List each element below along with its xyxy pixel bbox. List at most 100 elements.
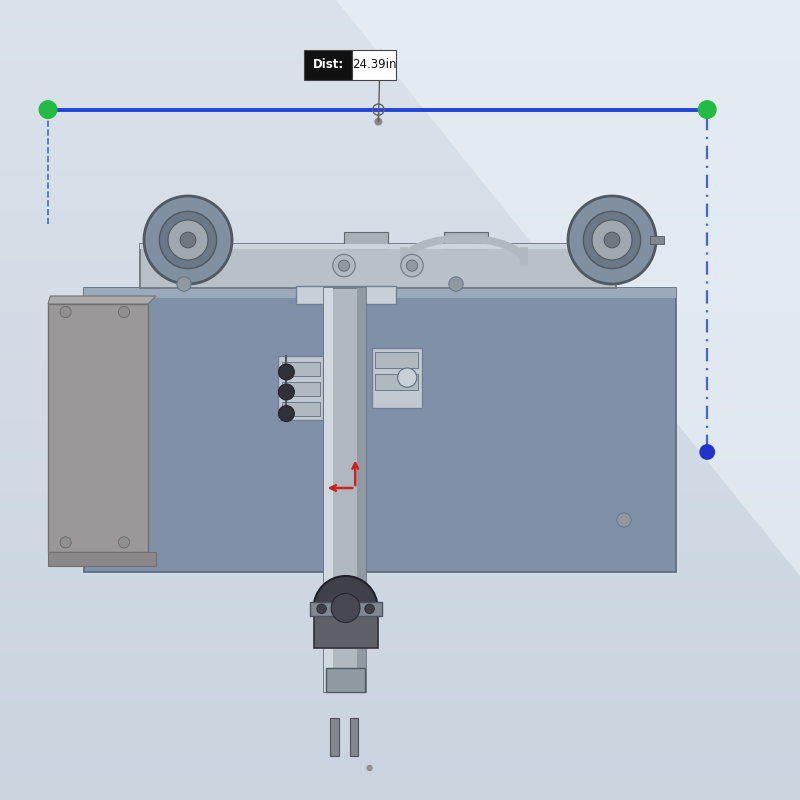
Bar xyxy=(0,40,800,50)
Bar xyxy=(0,230,800,240)
Circle shape xyxy=(592,220,632,260)
Bar xyxy=(0,100,800,110)
Bar xyxy=(352,50,396,80)
Circle shape xyxy=(401,254,423,277)
Polygon shape xyxy=(84,288,676,572)
Bar xyxy=(0,690,800,700)
Circle shape xyxy=(617,513,631,527)
Bar xyxy=(0,0,800,10)
Bar xyxy=(0,510,800,520)
Bar xyxy=(282,382,320,396)
Bar xyxy=(0,150,800,160)
Bar xyxy=(0,290,800,300)
Bar xyxy=(0,570,800,580)
Bar xyxy=(0,20,800,30)
Bar xyxy=(0,310,800,320)
Circle shape xyxy=(118,306,130,318)
Bar xyxy=(314,616,378,648)
Bar xyxy=(375,374,418,390)
Bar xyxy=(358,288,366,692)
Bar xyxy=(0,530,800,540)
Circle shape xyxy=(338,260,350,271)
Bar xyxy=(156,232,200,248)
Bar xyxy=(372,348,422,408)
Bar xyxy=(0,340,800,350)
Circle shape xyxy=(374,118,382,126)
Bar xyxy=(324,288,333,692)
Circle shape xyxy=(365,604,374,614)
Bar xyxy=(0,610,800,620)
Circle shape xyxy=(180,232,196,248)
Bar xyxy=(0,280,800,290)
Bar xyxy=(0,450,800,460)
Bar xyxy=(0,60,800,70)
Bar xyxy=(0,220,800,230)
Bar xyxy=(0,160,800,170)
Circle shape xyxy=(317,604,326,614)
Bar xyxy=(0,640,800,650)
Circle shape xyxy=(449,277,463,291)
Circle shape xyxy=(406,260,418,271)
Bar xyxy=(0,120,800,130)
Bar xyxy=(0,240,800,250)
Bar xyxy=(0,70,800,80)
Bar xyxy=(0,420,800,430)
Bar xyxy=(0,540,800,550)
Bar xyxy=(140,244,616,249)
Bar xyxy=(0,270,800,280)
Bar xyxy=(0,250,800,260)
Bar xyxy=(0,430,800,440)
Bar xyxy=(0,630,800,640)
Bar xyxy=(0,320,800,330)
Circle shape xyxy=(604,232,620,248)
Bar xyxy=(0,520,800,530)
Bar xyxy=(0,580,800,590)
Bar xyxy=(0,490,800,500)
Polygon shape xyxy=(336,0,800,576)
Bar xyxy=(0,170,800,180)
Bar xyxy=(0,390,800,400)
Bar xyxy=(0,210,800,220)
Bar xyxy=(0,480,800,490)
Bar xyxy=(0,760,800,770)
Bar xyxy=(0,660,800,670)
Bar xyxy=(0,460,800,470)
Bar xyxy=(296,286,396,304)
Bar xyxy=(0,650,800,660)
Bar xyxy=(344,232,388,248)
Bar xyxy=(350,718,358,756)
Bar xyxy=(0,470,800,480)
Bar xyxy=(0,80,800,90)
Bar xyxy=(0,180,800,190)
Circle shape xyxy=(60,306,71,318)
Circle shape xyxy=(144,196,232,284)
Bar xyxy=(0,500,800,510)
Bar xyxy=(0,710,800,720)
Circle shape xyxy=(159,211,217,269)
Circle shape xyxy=(168,220,208,260)
Bar xyxy=(282,402,320,416)
Bar xyxy=(0,740,800,750)
Circle shape xyxy=(118,537,130,548)
Circle shape xyxy=(398,368,417,387)
Bar xyxy=(304,50,352,80)
Circle shape xyxy=(583,211,641,269)
Bar xyxy=(0,50,800,60)
Bar xyxy=(0,370,800,380)
Bar xyxy=(0,550,800,560)
Bar xyxy=(444,232,488,248)
Bar xyxy=(0,350,800,360)
Bar xyxy=(0,560,800,570)
Text: 24.39in: 24.39in xyxy=(352,58,396,71)
Circle shape xyxy=(333,254,355,277)
Bar xyxy=(330,718,339,756)
Circle shape xyxy=(278,384,294,400)
Bar xyxy=(576,232,620,248)
Bar xyxy=(0,790,800,800)
Bar xyxy=(0,360,800,370)
Bar xyxy=(0,190,800,200)
Bar xyxy=(0,600,800,610)
Circle shape xyxy=(39,101,57,118)
Bar xyxy=(0,590,800,600)
Bar xyxy=(0,750,800,760)
